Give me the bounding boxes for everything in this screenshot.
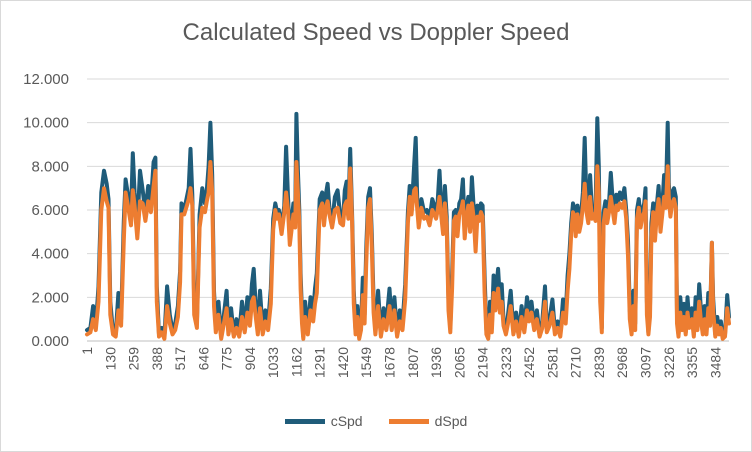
x-tick-label: 2452 [521, 347, 537, 378]
x-tick-label: 517 [172, 347, 188, 371]
series-lines [85, 111, 731, 341]
x-tick-label: 1420 [335, 347, 351, 378]
legend-item-dspd: dSpd [388, 413, 468, 429]
y-tick-label: 8.000 [31, 158, 69, 175]
x-tick-label: 3484 [707, 347, 723, 378]
x-tick-label: 904 [242, 347, 258, 371]
x-tick-label: 1162 [288, 347, 304, 377]
y-tick-label: 2.000 [31, 289, 69, 306]
x-tick-label: 1 [79, 347, 95, 355]
chart-title: Calculated Speed vs Doppler Speed [182, 19, 570, 46]
legend-label-dspd: dSpd [434, 413, 468, 429]
x-tick-label: 259 [126, 347, 142, 371]
series-line-dspd [85, 160, 731, 341]
legend-label-cspd: cSpd [330, 413, 363, 429]
x-tick-label: 2323 [498, 347, 514, 378]
y-tick-label: 12.000 [23, 71, 69, 88]
x-tick-label: 1549 [358, 347, 374, 378]
x-axis-ticks: 1 130 259 388 517 646 775 904 1033 1162 1291 1420 15… [79, 347, 723, 378]
x-tick-label: 2839 [591, 347, 607, 378]
x-tick-label: 1936 [428, 347, 444, 378]
x-tick-label: 2581 [544, 347, 560, 378]
legend-item-cspd: cSpd [284, 413, 363, 429]
x-tick-label: 388 [149, 347, 165, 371]
legend-swatch-dspd [388, 418, 429, 424]
y-axis-ticks: 0.000 2.000 4.000 6.000 8.000 10.000 12.000 [23, 71, 69, 350]
y-tick-label: 0.000 [31, 333, 69, 350]
x-tick-label: 1807 [405, 347, 421, 378]
x-tick-label: 2194 [475, 347, 491, 378]
x-tick-label: 2710 [568, 347, 584, 378]
x-tick-label: 646 [195, 347, 211, 371]
legend-swatch-cspd [284, 418, 325, 424]
x-tick-label: 2968 [614, 347, 630, 378]
x-tick-label: 130 [102, 347, 118, 371]
x-tick-label: 775 [219, 347, 235, 371]
x-tick-label: 1291 [312, 347, 328, 378]
x-tick-label: 2065 [451, 347, 467, 378]
y-tick-label: 6.000 [31, 202, 69, 219]
x-tick-label: 1033 [265, 347, 281, 378]
x-tick-label: 1678 [382, 347, 398, 378]
y-tick-label: 4.000 [31, 246, 69, 263]
series-line-cspd [85, 111, 731, 339]
y-tick-label: 10.000 [23, 115, 69, 132]
x-tick-label: 3097 [637, 347, 653, 378]
x-tick-label: 3226 [661, 347, 677, 378]
x-tick-label: 3355 [684, 347, 700, 378]
legend: cSpd dSpd [1, 413, 751, 429]
